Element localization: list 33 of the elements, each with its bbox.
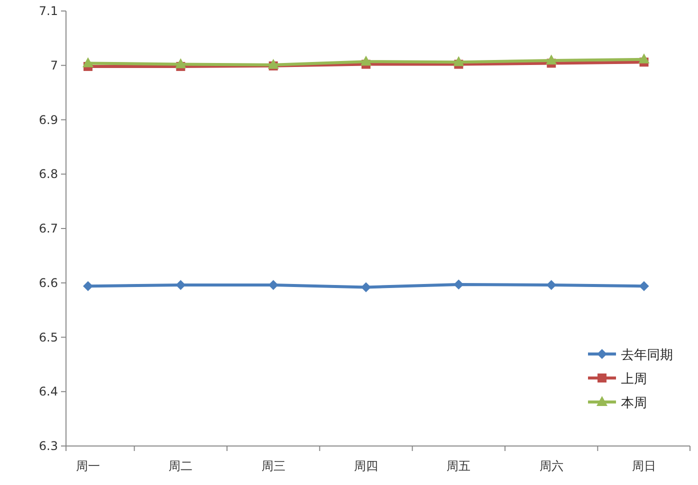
point [360, 56, 372, 66]
x-tick-label: 周六 [539, 459, 564, 473]
y-tick-label: 6.5 [38, 330, 58, 344]
y-tick-label: 6.7 [38, 222, 58, 236]
y-tick-label: 6.3 [38, 439, 58, 453]
y-tick-label: 7.1 [38, 4, 58, 18]
legend-label: 上周 [621, 372, 647, 387]
point [361, 282, 371, 292]
x-tick-label: 周三 [261, 459, 286, 473]
x-tick-label: 周一 [76, 459, 100, 473]
point [638, 53, 650, 64]
point [639, 281, 649, 292]
legend-label: 本周 [621, 396, 647, 411]
y-tick-label: 6.9 [38, 112, 58, 127]
y-tick-label: 6.4 [38, 384, 58, 399]
x-tick-label: 周二 [168, 459, 193, 473]
x-tick-label: 周五 [446, 459, 471, 473]
point [83, 281, 93, 292]
legend-label: 去年同期 [621, 348, 673, 363]
point [175, 58, 186, 68]
point [453, 56, 464, 66]
point [546, 280, 556, 290]
x-tick-label: 周日 [632, 459, 656, 473]
y-tick-label: 6.6 [38, 276, 58, 290]
x-tick-label: 周四 [354, 459, 378, 473]
y-tick-label: 6.8 [38, 167, 58, 182]
point [546, 54, 557, 64]
point [268, 58, 279, 69]
point [176, 280, 186, 290]
point [82, 57, 94, 68]
y-tick-label: 7 [50, 58, 58, 72]
point [268, 280, 278, 290]
point [454, 280, 464, 290]
